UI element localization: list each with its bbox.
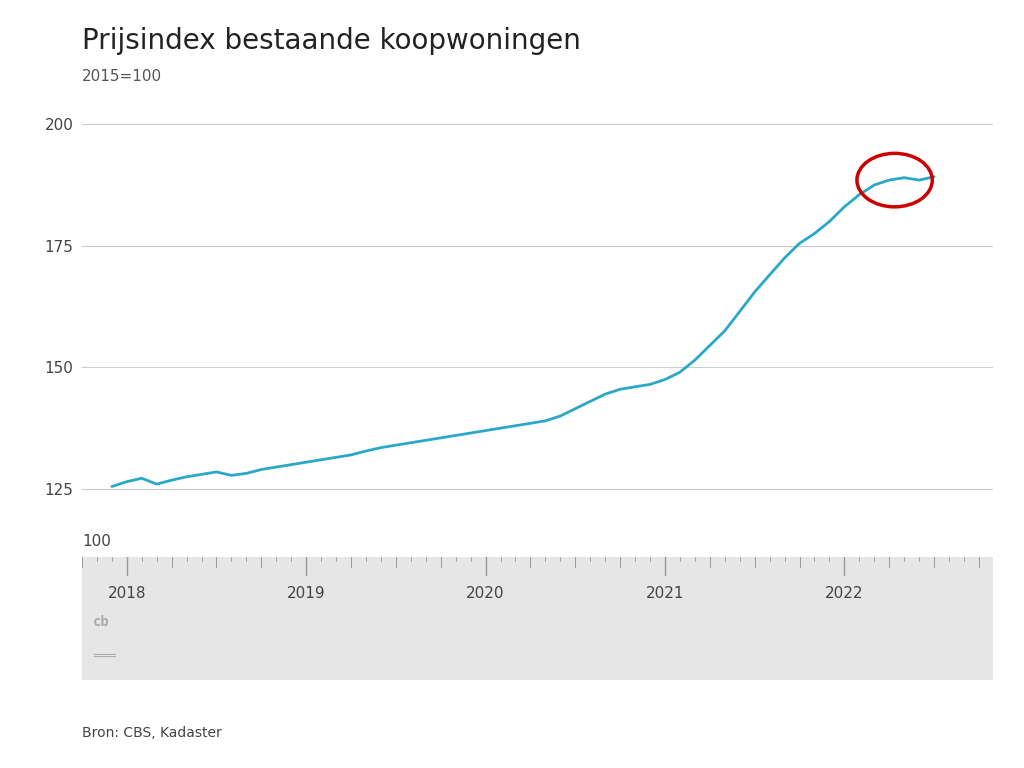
Text: 2015=100: 2015=100 <box>82 69 162 84</box>
Text: 2019: 2019 <box>287 586 326 601</box>
Text: 2020: 2020 <box>466 586 505 601</box>
Text: cb: cb <box>93 615 110 629</box>
Text: 100: 100 <box>82 534 111 549</box>
Text: Prijsindex bestaande koopwoningen: Prijsindex bestaande koopwoningen <box>82 27 581 55</box>
Text: 2018: 2018 <box>108 586 146 601</box>
Text: 2021: 2021 <box>646 586 684 601</box>
Text: 2022: 2022 <box>825 586 863 601</box>
Text: ═══: ═══ <box>93 650 116 663</box>
Text: Bron: CBS, Kadaster: Bron: CBS, Kadaster <box>82 726 221 740</box>
